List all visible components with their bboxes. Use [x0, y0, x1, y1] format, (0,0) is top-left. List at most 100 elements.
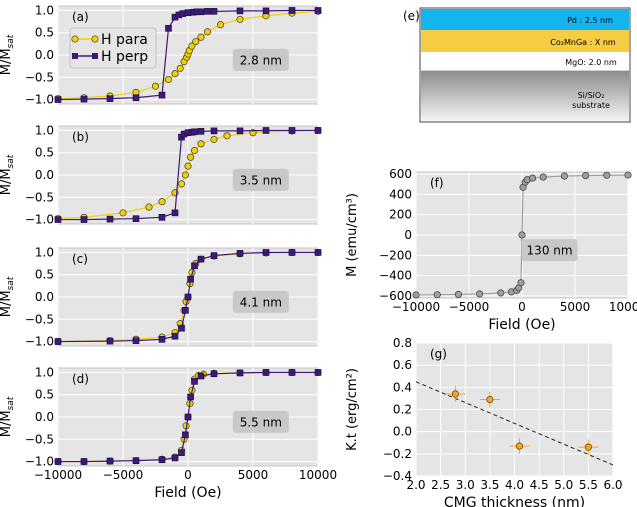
data-point	[197, 8, 205, 16]
schematic-frame	[419, 7, 631, 123]
data-point	[145, 203, 153, 211]
data-point	[119, 209, 127, 217]
y-tick-label: −0.4	[383, 469, 412, 483]
schematic-panel-e: (e) Pd : 2.5 nm Co₂MnGa : X nm MgO: 2.0 …	[403, 7, 631, 123]
data-point	[288, 369, 296, 376]
data-point	[288, 127, 296, 134]
data-point	[171, 332, 179, 340]
chart-panel-0: −1.0 −0.5 0.0 0.5 1.0 (a) 2.8 nm M/Msat H paraH …	[0, 3, 322, 107]
layer-cmg-label: Co₂MnGa : X nm	[550, 38, 616, 47]
data-point	[451, 390, 459, 398]
data-point	[314, 7, 322, 14]
data-point	[454, 290, 462, 298]
annotation-label: 3.5 nm	[240, 173, 282, 187]
x-axis-label: Field (Oe)	[488, 317, 555, 333]
data-point	[132, 215, 140, 222]
data-point	[236, 369, 244, 377]
x-axis-label: Field (Oe)	[154, 485, 221, 501]
chart-panel-3: −10000 −5000 0 5000 10000 −1.0 −0.5 0.0 0.5 1.0 (d…	[0, 365, 337, 501]
data-point	[165, 24, 172, 32]
data-point	[497, 289, 505, 297]
data-point	[164, 75, 173, 84]
data-point	[184, 413, 192, 421]
annotation-box	[232, 48, 289, 71]
data-point	[54, 458, 62, 465]
x-tick-label: 5000	[560, 300, 591, 314]
x-tick-label: 2.5	[431, 478, 450, 492]
annotation-label: 2.8 nm	[240, 53, 282, 67]
y-tick-label: 0.5	[35, 146, 54, 160]
data-point	[178, 449, 185, 456]
data-point	[80, 216, 88, 223]
y-tick-label: −0.5	[25, 190, 54, 204]
data-point	[197, 140, 205, 148]
layer-pd-label: Pd : 2.5 nm	[567, 16, 613, 25]
data-point	[288, 7, 296, 14]
y-tick-label: −0.5	[25, 70, 54, 84]
data-point	[158, 198, 166, 206]
data-point	[158, 336, 166, 343]
data-point	[106, 337, 114, 345]
data-point	[539, 173, 547, 181]
annotation-box	[232, 290, 289, 313]
data-point	[132, 94, 140, 102]
data-point	[515, 442, 523, 450]
y-tick-label: −600	[379, 289, 412, 303]
data-point	[476, 290, 484, 298]
y-tick-label: 0	[404, 228, 412, 242]
x-tick-label: 5000	[238, 468, 269, 482]
data-point	[177, 180, 186, 188]
data-point	[178, 324, 185, 332]
y-tick-label: −0.2	[383, 447, 412, 461]
annotation-box	[232, 168, 289, 191]
y-tick-label: 0.5	[35, 268, 54, 282]
data-point	[171, 209, 179, 217]
y-tick-label: 200	[389, 208, 412, 222]
x-tick-label: 4.5	[530, 478, 549, 492]
data-point	[151, 82, 160, 90]
data-point	[106, 95, 114, 102]
x-tick-label: 6.0	[603, 478, 622, 492]
data-point	[187, 275, 194, 283]
x-tick-label: −5000	[449, 300, 490, 314]
data-point	[191, 128, 198, 136]
y-tick-label: 0.6	[393, 358, 412, 372]
y-tick-label: −0.5	[25, 312, 54, 326]
y-tick-label: 400	[389, 187, 412, 201]
legend-label: H para	[101, 32, 148, 48]
annotation-label: 130 nm	[527, 244, 573, 258]
data-point	[529, 174, 537, 182]
data-point	[80, 95, 88, 103]
y-tick-label: 0.5	[35, 388, 54, 402]
y-tick-label: −200	[379, 248, 412, 262]
data-point	[106, 215, 114, 223]
x-tick-label: 0	[184, 468, 192, 482]
data-point	[191, 262, 198, 270]
y-tick-label: −1.0	[25, 93, 54, 107]
data-point	[236, 250, 244, 257]
x-tick-label: 0	[518, 300, 526, 314]
y-tick-label: 0.0	[35, 168, 54, 182]
chart-panel-1: −1.0 −0.5 0.0 0.5 1.0 (b) 3.5 nm M/Msat	[0, 123, 322, 227]
data-point	[132, 337, 140, 344]
data-point	[517, 279, 525, 287]
data-point	[262, 7, 270, 15]
data-point	[216, 21, 225, 29]
y-tick-label: −400	[379, 269, 412, 283]
data-point	[262, 249, 270, 256]
data-point	[203, 28, 212, 36]
data-point	[412, 291, 420, 299]
data-point	[54, 338, 62, 345]
x-tick-label: −5000	[103, 468, 144, 482]
data-point	[584, 443, 592, 451]
y-axis-label: M (emu/cm³)	[345, 193, 360, 277]
data-point	[210, 370, 218, 378]
y-axis-label: M/Msat	[0, 276, 16, 317]
data-point	[314, 249, 322, 256]
panel-label: (f)	[430, 176, 444, 190]
x-tick-label: 10000	[609, 300, 637, 314]
series-line	[57, 251, 318, 343]
data-point	[314, 127, 322, 134]
x-tick-label: 5.5	[579, 478, 598, 492]
